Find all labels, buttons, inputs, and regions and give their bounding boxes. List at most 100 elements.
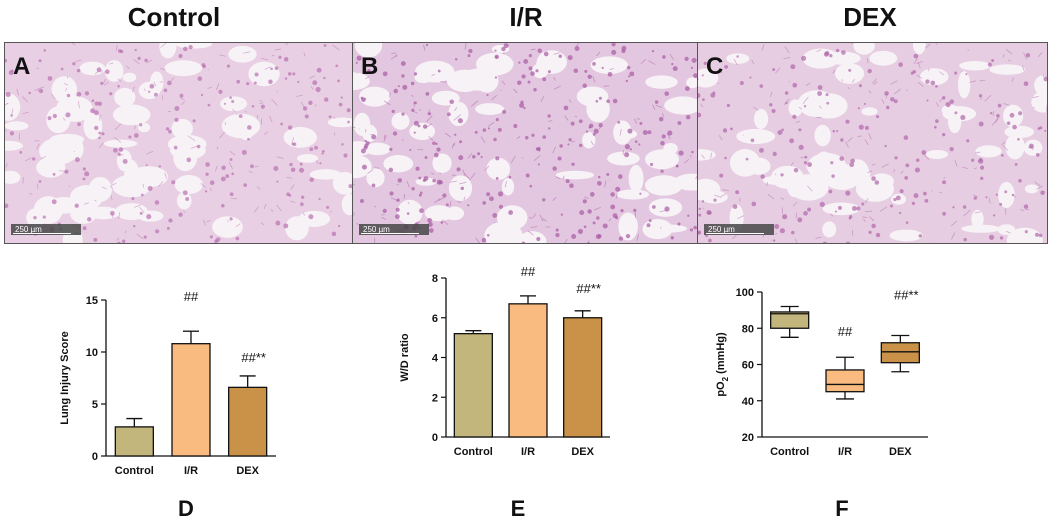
cell-nucleus — [419, 208, 424, 214]
alveolar-space — [959, 60, 991, 71]
tissue-fiber — [792, 201, 798, 207]
tissue-fiber — [718, 135, 723, 141]
cell-nucleus — [235, 236, 240, 241]
tissue-fiber — [228, 162, 233, 170]
cell-nucleus — [661, 134, 666, 139]
cell-nucleus — [5, 203, 9, 209]
tissue-fiber — [256, 186, 261, 190]
cell-nucleus — [889, 204, 893, 208]
cell-nucleus — [759, 84, 764, 88]
cell-nucleus — [660, 169, 664, 173]
tissue-fiber — [513, 88, 518, 94]
cell-nucleus — [321, 152, 324, 155]
tissue-fiber — [795, 120, 801, 123]
cell-nucleus — [523, 106, 526, 110]
tissue-fiber — [761, 44, 765, 51]
tissue-fiber — [851, 78, 856, 83]
cell-nucleus — [933, 125, 937, 129]
cell-nucleus — [247, 137, 250, 141]
cell-nucleus — [371, 183, 376, 188]
tissue-fiber — [963, 209, 971, 217]
tissue-fiber — [113, 136, 122, 143]
cell-nucleus — [598, 96, 602, 100]
x-tick-label: DEX — [889, 446, 912, 458]
tissue-fiber — [314, 104, 317, 107]
cell-nucleus — [297, 80, 300, 84]
cell-nucleus — [508, 210, 514, 215]
tissue-fiber — [794, 238, 798, 243]
cell-nucleus — [904, 175, 909, 180]
cell-nucleus — [93, 237, 98, 242]
tissue-fiber — [652, 104, 656, 111]
cell-nucleus — [340, 96, 343, 99]
cell-nucleus — [174, 105, 180, 111]
cell-nucleus — [537, 48, 542, 54]
cell-nucleus — [789, 138, 795, 144]
tissue-fiber — [36, 67, 39, 70]
cell-nucleus — [308, 214, 314, 220]
cell-nucleus — [876, 115, 880, 119]
alveolar-space — [590, 56, 628, 75]
alveolar-space — [366, 168, 385, 188]
tissue-fiber — [182, 210, 186, 213]
tissue-fiber — [714, 194, 722, 198]
tissue-fiber — [451, 174, 456, 176]
cell-nucleus — [563, 105, 569, 111]
alveolar-space — [397, 199, 423, 225]
alveolar-space — [925, 149, 949, 159]
cell-nucleus — [834, 210, 837, 213]
cell-nucleus — [158, 165, 162, 168]
tissue-fiber — [153, 81, 157, 87]
cell-nucleus — [32, 157, 36, 161]
cell-nucleus — [971, 158, 975, 162]
cell-nucleus — [117, 84, 120, 88]
tissue-fiber — [110, 195, 113, 201]
cell-nucleus — [893, 99, 898, 104]
cell-nucleus — [822, 241, 827, 243]
cell-nucleus — [367, 68, 371, 73]
tissue-fiber — [783, 98, 790, 106]
tissue-fiber — [449, 200, 452, 208]
alveolar-space — [51, 76, 78, 103]
cell-nucleus — [792, 114, 797, 119]
cell-nucleus — [359, 199, 364, 204]
cell-nucleus — [283, 57, 289, 62]
y-tick-label: 100 — [736, 287, 754, 299]
tissue-fiber — [457, 201, 461, 203]
cell-nucleus — [371, 70, 374, 74]
tissue-fiber — [530, 48, 536, 51]
tissue-fiber — [1011, 77, 1015, 82]
tissue-fiber — [484, 165, 490, 171]
cell-nucleus — [361, 164, 367, 170]
cell-nucleus — [51, 199, 57, 205]
tissue-fiber — [356, 223, 359, 225]
alveolar-space — [726, 53, 750, 64]
cell-nucleus — [196, 144, 201, 149]
cell-nucleus — [87, 217, 92, 222]
tissue-fiber — [596, 51, 601, 57]
cell-nucleus — [832, 129, 836, 133]
tissue-fiber — [413, 102, 415, 108]
alveolar-space — [353, 112, 371, 136]
cell-nucleus — [537, 163, 540, 166]
tissue-fiber — [969, 80, 976, 83]
alveolar-space — [961, 224, 1001, 233]
cell-nucleus — [705, 234, 708, 238]
cell-nucleus — [722, 128, 728, 133]
cell-nucleus — [508, 175, 512, 179]
cell-nucleus — [579, 143, 583, 148]
tissue-fiber — [615, 193, 618, 199]
cell-nucleus — [639, 121, 643, 125]
cell-nucleus — [304, 114, 309, 119]
cell-nucleus — [519, 102, 525, 108]
y-axis-label: pO2 (mmHg) — [715, 332, 730, 397]
tissue-fiber — [640, 58, 647, 65]
tissue-fiber — [590, 141, 594, 146]
cell-nucleus — [209, 180, 215, 186]
alveolar-space — [889, 229, 923, 242]
cell-nucleus — [863, 102, 866, 105]
cell-nucleus — [318, 197, 321, 201]
cell-nucleus — [826, 101, 830, 105]
cell-nucleus — [355, 61, 358, 64]
tissue-fiber — [200, 182, 206, 188]
